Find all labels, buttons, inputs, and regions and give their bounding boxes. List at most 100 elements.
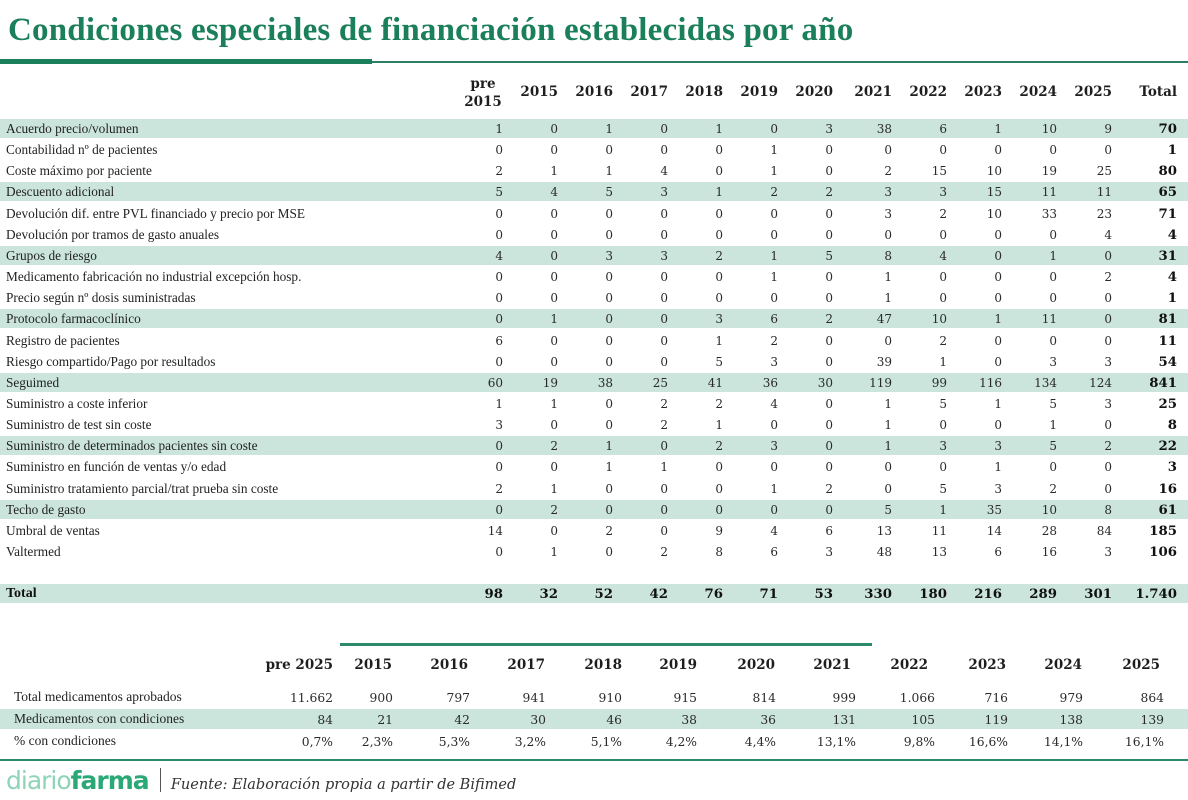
cell-value: 2 [825, 482, 833, 496]
cell-value: 0 [495, 439, 503, 453]
row-label: Devolución por tramos de gasto anuales [6, 227, 220, 242]
cell-value: 0 [939, 270, 947, 284]
summary-cell-value: 5,3% [438, 735, 470, 749]
cell-value: 0 [1104, 334, 1112, 348]
cell-value: 35 [986, 503, 1002, 517]
footer-divider [159, 768, 161, 792]
cell-value: 0 [1104, 291, 1112, 305]
table-row: Umbral de ventas 14 0 2 0 9 4 6 13 11 14 28 84 185 [0, 521, 1188, 540]
table-row: Suministro de test sin coste 3 0 0 2 1 0 0 1 0 0 1 0… [0, 415, 1188, 434]
cell-value: 1 [994, 397, 1002, 411]
row-label: Suministro en función de ventas y/o edad [6, 459, 227, 474]
cell-value: 14 [487, 524, 503, 538]
cell-value: 10 [1041, 122, 1057, 136]
summary-column-header: 2019 [659, 657, 697, 673]
cell-value: 6 [939, 122, 947, 136]
cell-value: 1 [605, 460, 613, 474]
summary-row-label: Medicamentos con condiciones [14, 711, 185, 726]
cell-value: 0 [605, 334, 613, 348]
table-row: Descuento adicional 5 4 5 3 1 2 2 3 3 15 11 11 65 [0, 182, 1188, 201]
summary-cell-value: 0,7% [301, 735, 333, 749]
row-total: 1 [1167, 291, 1177, 306]
cell-value: 1 [1049, 249, 1057, 263]
cell-value: 1 [994, 122, 1002, 136]
cell-value: 0 [825, 291, 833, 305]
cell-value: 1 [884, 270, 892, 284]
cell-value: 1 [939, 503, 947, 517]
cell-value: 0 [660, 503, 668, 517]
summary-cell-value: 16,6% [968, 735, 1008, 749]
cell-value: 2 [660, 418, 668, 432]
cell-value: 3 [1104, 397, 1112, 411]
source-note: Fuente: Elaboración propia a partir de B… [170, 777, 517, 793]
cell-value: 0 [605, 397, 613, 411]
cell-value: 0 [884, 482, 892, 496]
summary-cell-value: 105 [911, 713, 935, 727]
row-total: 61 [1158, 503, 1177, 518]
cell-value: 0 [994, 143, 1002, 157]
cell-value: 0 [660, 228, 668, 242]
cell-value: 0 [495, 228, 503, 242]
summary-cell-value: 21 [377, 713, 393, 727]
summary-column-header: 2020 [737, 657, 775, 673]
cell-value: 301 [1084, 587, 1112, 602]
column-header-total: Total [1139, 84, 1177, 100]
cell-value: 0 [825, 164, 833, 178]
row-label: Acuerdo precio/volumen [6, 121, 139, 136]
row-label: Precio según nº dosis suministradas [6, 290, 196, 305]
row-total: 31 [1158, 249, 1177, 264]
cell-value: 48 [876, 545, 892, 559]
summary-cell-value: 797 [446, 691, 470, 705]
summary-cell-value: 42 [454, 713, 470, 727]
cell-value: 3 [884, 185, 892, 199]
cell-value: 0 [825, 355, 833, 369]
cell-value: 4 [495, 249, 503, 263]
cell-value: 1 [994, 460, 1002, 474]
cell-value: 0 [1049, 460, 1057, 474]
cell-value: 0 [884, 143, 892, 157]
column-header-pre-line2: 2015 [464, 94, 502, 110]
cell-value: 11 [931, 524, 947, 538]
cell-value: 1 [770, 249, 778, 263]
logo: diariofarma [6, 766, 154, 795]
summary-cell-value: 4,4% [744, 735, 776, 749]
summary-cell-value: 16,1% [1124, 735, 1164, 749]
cell-value: 3 [825, 545, 833, 559]
summary-cell-value: 941 [522, 691, 546, 705]
summary-cell-value: 119 [984, 713, 1008, 727]
cell-value: 5 [939, 397, 947, 411]
row-label: Total [6, 586, 37, 601]
cell-value: 6 [825, 524, 833, 538]
cell-value: 2 [770, 334, 778, 348]
title-underline-thick [0, 59, 372, 64]
cell-value: 1 [550, 312, 558, 326]
cell-value: 2 [550, 503, 558, 517]
cell-value: 0 [605, 503, 613, 517]
cell-value: 13 [931, 545, 947, 559]
table-row: Riesgo compartido/Pago por resultados 0 0 0… [0, 352, 1188, 371]
summary-cell-value: 46 [606, 713, 622, 727]
summary-cell-value: 36 [760, 713, 776, 727]
cell-value: 84 [1096, 524, 1112, 538]
column-header-year: 2018 [685, 84, 723, 100]
cell-value: 38 [876, 122, 892, 136]
summary-cell-value: 2,3% [361, 735, 393, 749]
cell-value: 0 [994, 228, 1002, 242]
cell-value: 0 [770, 228, 778, 242]
cell-value: 0 [605, 207, 613, 221]
cell-value: 0 [550, 143, 558, 157]
column-header-year: 2016 [575, 84, 613, 100]
cell-value: 0 [1104, 249, 1112, 263]
row-label: Devolución dif. entre PVL financiado y p… [6, 206, 305, 221]
cell-value: 0 [605, 545, 613, 559]
row-label: Medicamento fabricación no industrial ex… [6, 269, 302, 284]
summary-column-header: 2024 [1044, 657, 1082, 673]
table-total-row: Total 98 32 52 42 76 71 53 330 180 216 289 301 1.740 [0, 584, 1188, 603]
table-row: Coste máximo por paciente 2 1 1 4 0 1 0 2 15 10 19 2… [0, 161, 1188, 180]
cell-value: 2 [884, 164, 892, 178]
cell-value: 0 [605, 418, 613, 432]
cell-value: 2 [1104, 270, 1112, 284]
cell-value: 0 [825, 270, 833, 284]
row-label: Grupos de riesgo [6, 248, 97, 263]
cell-value: 11 [1041, 185, 1057, 199]
